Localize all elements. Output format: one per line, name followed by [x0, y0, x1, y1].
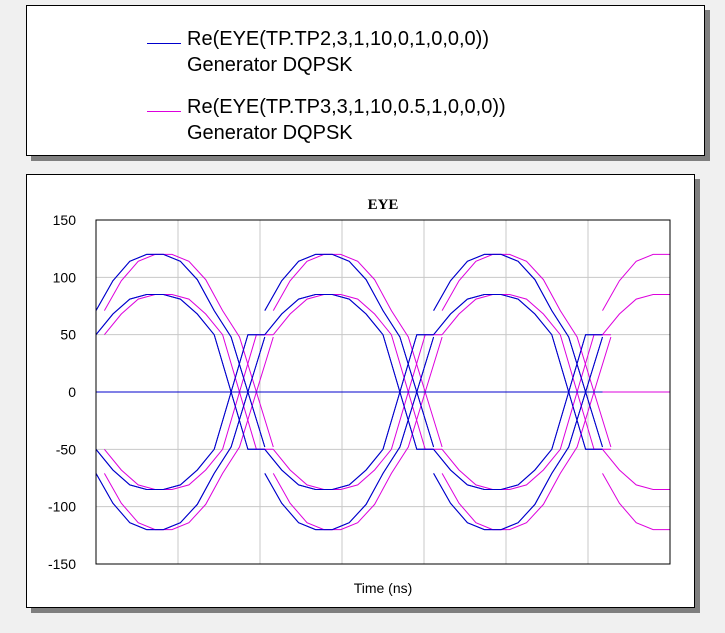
y-tick-label: 0: [68, 384, 76, 400]
legend-panel: Re(EYE(TP.TP2,3,1,10,0,1,0,0,0)) Generat…: [26, 5, 705, 156]
series-tp2-trace-top: [264, 334, 434, 490]
eye-chart: EYE 150 100 50 0 -50 -100 -150 Time (ns): [48, 197, 671, 596]
series-tp3-trace: [272, 336, 443, 531]
series-tp3-trace: [441, 334, 611, 490]
series-tp2-trace: [96, 294, 265, 450]
series-tp3-tail: [602, 294, 670, 336]
legend-entry-tp3-generator: Generator DQPSK: [187, 122, 353, 144]
y-tick-label: -150: [48, 556, 76, 572]
series-tp2-trace-top: [433, 336, 603, 531]
series-tp2-trace-top: [264, 336, 435, 531]
series-tp3-tail: [602, 253, 670, 311]
y-tick-label: 50: [60, 327, 76, 343]
series-tp3-tail: [602, 448, 670, 490]
series-tp3-tail: [602, 473, 670, 531]
series-tp2-trace-top: [96, 294, 265, 450]
y-tick-label: 100: [53, 269, 77, 285]
y-axis-ticks: 150 100 50 0 -50 -100 -150: [48, 212, 76, 572]
legend-line-magenta: [147, 111, 181, 112]
series-tp2-trace-top: [96, 336, 266, 531]
series-tp2-trace: [96, 334, 265, 490]
series-tp3-trace: [272, 253, 443, 448]
plot-frame: [95, 219, 671, 565]
y-tick-label: -50: [56, 441, 76, 457]
series-tp3-trace: [441, 336, 612, 531]
legend-entry-tp3-expression: Re(EYE(TP.TP3,3,1,10,0.5,1,0,0,0)): [187, 96, 506, 118]
series-tp2-trace-top: [264, 294, 434, 450]
chart-title: EYE: [368, 197, 399, 213]
legend-line-blue: [147, 43, 181, 44]
series-tp2-trace-top: [433, 334, 603, 490]
series-tp3-trace: [272, 294, 443, 450]
series-tp3-trace: [104, 334, 274, 490]
y-tick-label: -100: [48, 499, 76, 515]
legend-entry-tp2-generator: Generator DQPSK: [187, 54, 353, 76]
series-tp2-trace: [264, 334, 434, 490]
series-tp3-trace: [103, 336, 274, 531]
series-tp2-trace-top: [96, 253, 266, 448]
series-tp3-trace: [272, 334, 443, 490]
plot-panel: EYE 150 100 50 0 -50 -100 -150 Time (ns): [26, 174, 695, 608]
series-tp3-trace: [441, 294, 611, 450]
series-tp2-trace: [433, 334, 603, 490]
series-tp3-trace: [104, 294, 274, 450]
series-tp3-trace: [441, 253, 612, 448]
x-axis-label: Time (ns): [354, 580, 413, 596]
series-tp2-trace-top: [433, 253, 603, 448]
series-tp2-trace: [264, 294, 434, 450]
y-tick-label: 150: [53, 212, 77, 228]
series-tp2-trace-top: [96, 334, 265, 490]
series-tp2-trace-top: [433, 294, 603, 450]
series-tp2-trace-top: [264, 253, 435, 448]
series-tp2-trace: [433, 294, 603, 450]
series-layer: [96, 253, 670, 531]
legend-entry-tp2-expression: Re(EYE(TP.TP2,3,1,10,0,1,0,0,0)): [187, 28, 490, 50]
series-tp3-trace: [103, 253, 274, 448]
